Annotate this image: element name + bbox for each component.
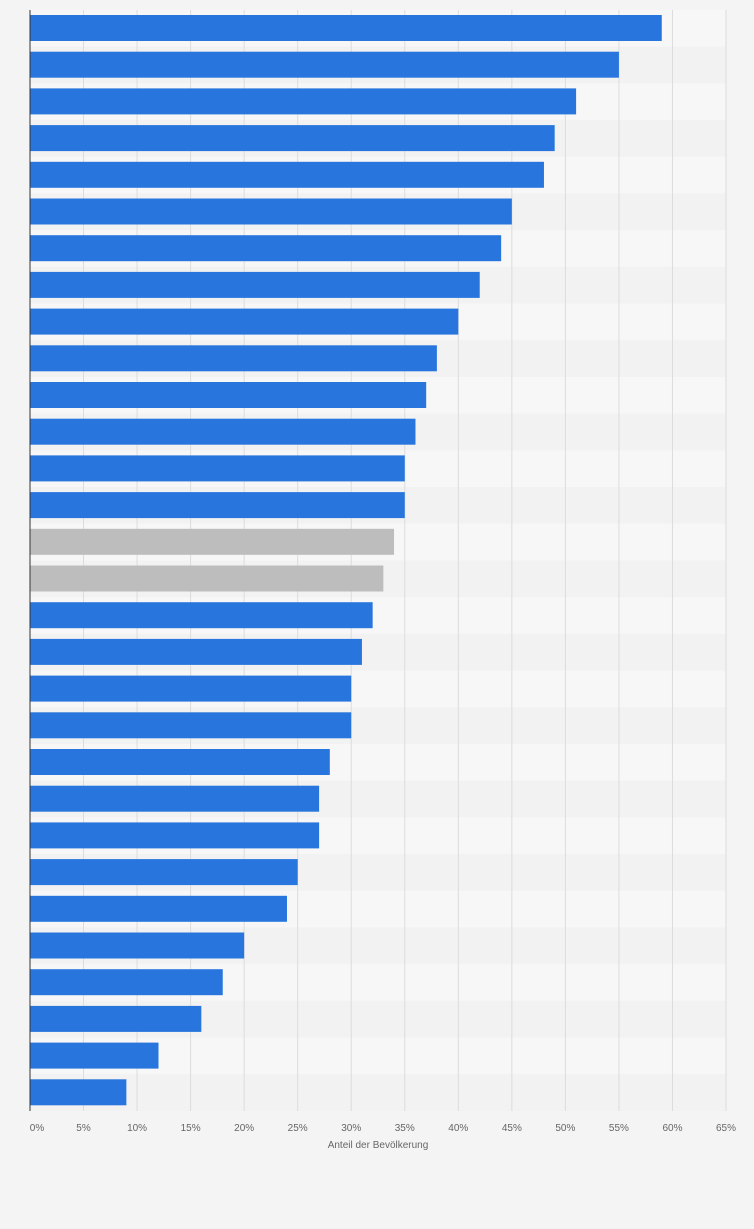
bar[interactable]: [30, 932, 245, 959]
x-tick-label: 10%: [127, 1123, 147, 1134]
bar[interactable]: [30, 785, 320, 812]
bar[interactable]: [30, 528, 395, 555]
bars: [30, 15, 662, 1106]
bar[interactable]: [30, 308, 459, 335]
bar[interactable]: [30, 675, 352, 702]
bar[interactable]: [30, 602, 373, 629]
bar[interactable]: [30, 1042, 159, 1069]
bar[interactable]: [30, 969, 223, 996]
bar[interactable]: [30, 638, 362, 665]
x-tick-label: 0%: [30, 1123, 45, 1134]
x-tick-label: 55%: [609, 1123, 629, 1134]
bar[interactable]: [30, 161, 544, 188]
bar[interactable]: [30, 1005, 202, 1032]
x-tick-label: 65%: [716, 1123, 736, 1134]
bar[interactable]: [30, 235, 502, 262]
x-tick-label: 20%: [234, 1123, 254, 1134]
bar[interactable]: [30, 492, 405, 519]
bar[interactable]: [30, 749, 330, 775]
x-tick-label: 50%: [555, 1123, 575, 1134]
bar[interactable]: [30, 418, 416, 445]
x-tick-label: 15%: [181, 1123, 201, 1134]
x-tick-label: 5%: [76, 1123, 91, 1134]
x-tick-label: 45%: [502, 1123, 522, 1134]
bar[interactable]: [30, 565, 384, 592]
x-tick-label: 25%: [288, 1123, 308, 1134]
x-tick-label: 40%: [448, 1123, 468, 1134]
x-axis-title: Anteil der Bevölkerung: [328, 1140, 429, 1151]
bar[interactable]: [30, 822, 320, 849]
bar[interactable]: [30, 345, 437, 372]
x-tick-label: 60%: [662, 1123, 682, 1134]
bar[interactable]: [30, 271, 480, 298]
gridlines: [83, 10, 727, 1111]
bar[interactable]: [30, 859, 298, 886]
bar[interactable]: [30, 15, 662, 41]
bar[interactable]: [30, 1079, 127, 1106]
row-band: [30, 1074, 726, 1111]
bar[interactable]: [30, 198, 512, 225]
bar[interactable]: [30, 382, 427, 408]
x-tick-label: 30%: [341, 1123, 361, 1134]
bar[interactable]: [30, 51, 619, 78]
bar[interactable]: [30, 455, 405, 482]
x-tick-label: 35%: [395, 1123, 415, 1134]
bar[interactable]: [30, 125, 555, 152]
bar[interactable]: [30, 712, 352, 739]
bar[interactable]: [30, 895, 287, 922]
x-tick-labels: 0% 5% 10% 15% 20% 25% 30% 35% 40% 45% 50% 55% 60% 65%: [30, 1123, 736, 1134]
bar[interactable]: [30, 88, 577, 115]
